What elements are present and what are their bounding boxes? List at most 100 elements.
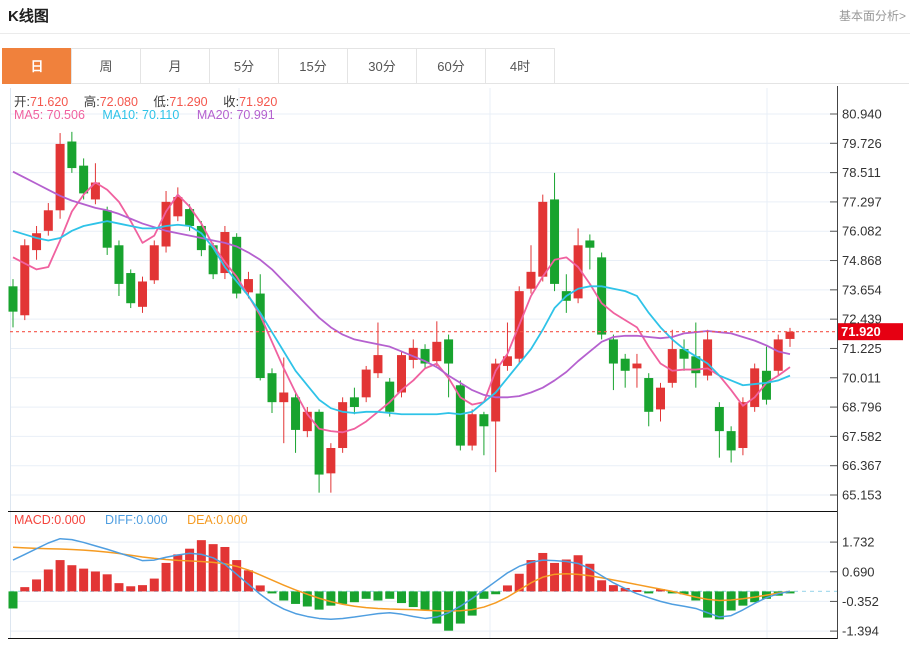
price-tick-label: 66.367 [842,458,882,473]
tab-60分[interactable]: 60分 [416,48,486,84]
candle[interactable] [79,165,89,194]
candle[interactable] [750,368,760,407]
candle[interactable] [161,201,171,247]
last-price-badge-text: 71.920 [841,324,881,339]
candle[interactable] [608,339,618,364]
price-tick-label: 65.153 [842,488,882,503]
candle[interactable] [385,381,395,412]
candle[interactable] [785,331,795,339]
candle[interactable] [173,197,183,217]
candle[interactable] [243,279,253,293]
candle[interactable] [279,392,289,403]
candle[interactable] [444,339,454,364]
candle[interactable] [550,199,560,284]
macd-bar [126,586,136,592]
candle[interactable] [656,387,665,410]
candle[interactable] [597,257,607,335]
candle[interactable] [632,363,642,369]
candle[interactable] [679,349,689,359]
last-price-badge [838,323,903,341]
macd-bar [243,570,253,592]
candle[interactable] [420,349,430,364]
candle[interactable] [349,397,359,407]
macd-bar [726,591,736,611]
candle[interactable] [573,245,583,299]
macd-bar [573,555,583,592]
candle[interactable] [220,232,230,274]
candle[interactable] [455,385,465,446]
candle[interactable] [55,143,65,211]
candle[interactable] [185,209,195,226]
candle[interactable] [102,210,112,248]
candle[interactable] [467,414,477,446]
macd-tick-label: -0.352 [842,594,879,609]
candle[interactable] [691,356,701,374]
price-tick-label: 76.082 [842,224,882,239]
candle[interactable] [408,347,418,360]
candle[interactable] [90,182,100,200]
candle[interactable] [314,411,324,475]
candle[interactable] [397,355,406,393]
macd-bar [185,548,195,592]
macd-bar [55,560,65,592]
candle[interactable] [738,402,748,449]
candle[interactable] [761,370,771,400]
candle[interactable] [620,358,630,371]
tab-周[interactable]: 周 [71,48,141,84]
candle[interactable] [302,411,312,432]
candle[interactable] [67,141,77,169]
candle[interactable] [773,339,783,371]
candle[interactable] [703,339,713,376]
candle[interactable] [502,356,512,366]
macd-bar [196,540,206,592]
macd-bar [608,585,618,592]
candle[interactable] [667,349,677,383]
candle[interactable] [232,236,242,294]
candle[interactable] [43,210,53,231]
candle[interactable] [338,402,348,449]
candle[interactable] [479,414,489,427]
candle[interactable] [432,341,442,362]
macd-bar [114,583,124,592]
macd-bar [385,591,395,599]
candle[interactable] [714,406,724,432]
macd-bar [232,560,242,592]
candle[interactable] [32,233,42,251]
candle[interactable] [326,448,336,474]
macd-bar [538,552,548,592]
candle[interactable] [208,245,218,275]
macd-bar [667,591,677,594]
tab-5分[interactable]: 5分 [209,48,279,84]
tab-4时[interactable]: 4时 [485,48,555,84]
candle[interactable] [114,245,124,284]
candle[interactable] [20,245,30,316]
candle[interactable] [267,373,277,403]
tab-15分[interactable]: 15分 [278,48,348,84]
tab-30分[interactable]: 30分 [347,48,417,84]
candle[interactable] [8,286,18,312]
candle[interactable] [538,201,548,277]
price-tick-label: 77.297 [842,194,882,209]
macd-bar [138,585,147,592]
macd-bar [314,591,324,610]
diff-line [12,537,791,621]
timeframe-tabs: 日周月 5分 15分 30分 60分 4时 [2,48,909,84]
tab-日[interactable]: 日 [2,48,72,84]
candle[interactable] [526,271,536,289]
candle[interactable] [149,245,159,281]
candle[interactable] [726,431,736,451]
candle[interactable] [361,369,371,398]
macd-tick-label: -1.394 [842,624,879,639]
candle[interactable] [585,240,595,248]
macd-bar [585,563,595,592]
price-tick-label: 80.940 [842,107,882,122]
candle[interactable] [373,355,383,374]
fundamental-analysis-link[interactable]: 基本面分析> [838,9,906,23]
candle[interactable] [644,378,654,412]
macd-bar [561,559,571,592]
candle[interactable] [255,293,265,379]
tab-月[interactable]: 月 [140,48,210,84]
candle[interactable] [291,397,301,430]
candle[interactable] [138,281,147,307]
candle[interactable] [126,273,136,304]
